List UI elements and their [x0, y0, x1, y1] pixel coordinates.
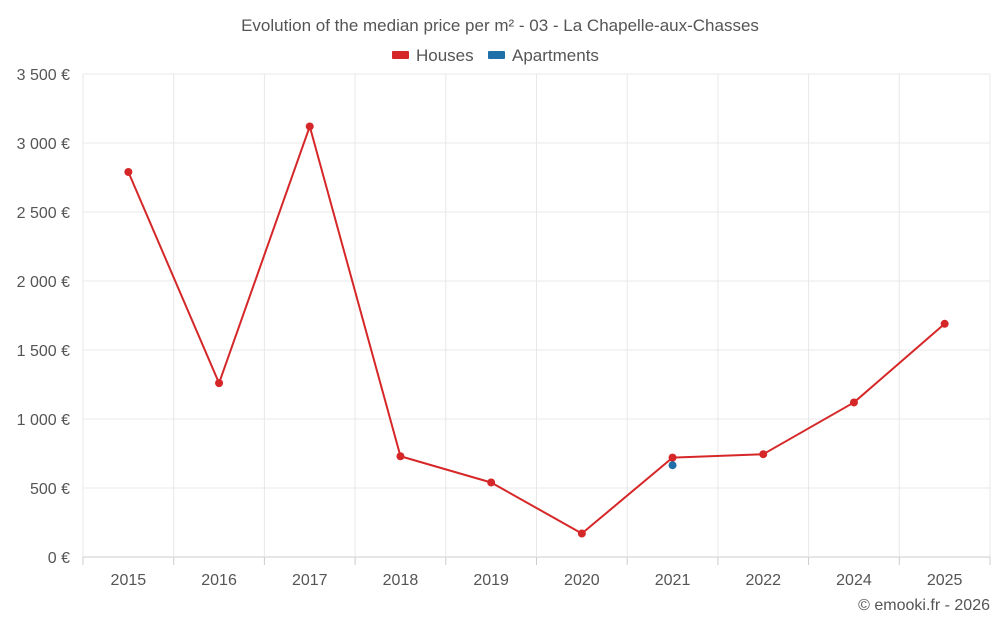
y-tick-label: 3 000 €	[17, 136, 70, 153]
data-point-houses[interactable]	[305, 122, 314, 131]
data-point-houses[interactable]	[124, 167, 133, 176]
x-axis-ticks: 2015 2016 2017 2018 2019 2020 2021 2022 2024 2025	[111, 572, 963, 589]
data-point-houses[interactable]	[577, 529, 586, 538]
legend-label-apartments[interactable]: Apartments	[512, 46, 599, 65]
data-point-houses[interactable]	[487, 478, 496, 487]
y-tick-label: 0 €	[48, 550, 70, 567]
y-tick-label: 500 €	[30, 481, 70, 498]
credit-text: © emooki.fr - 2026	[858, 597, 990, 614]
legend-label-houses[interactable]: Houses	[416, 46, 474, 65]
data-point-houses[interactable]	[668, 453, 677, 462]
grid	[82, 73, 991, 565]
x-tick-label: 2021	[655, 572, 691, 589]
x-tick-label: 2024	[836, 572, 872, 589]
chart-title: Evolution of the median price per m² - 0…	[241, 16, 759, 35]
data-point-apartments[interactable]	[668, 461, 677, 470]
x-tick-label: 2019	[473, 572, 509, 589]
x-tick-label: 2025	[927, 572, 963, 589]
x-tick-label: 2017	[292, 572, 328, 589]
x-tick-label: 2018	[383, 572, 419, 589]
y-tick-label: 2 000 €	[17, 274, 70, 291]
data-point-houses[interactable]	[215, 379, 224, 388]
data-point-houses[interactable]	[849, 398, 858, 407]
legend: Houses Apartments	[392, 46, 599, 65]
data-point-houses[interactable]	[940, 319, 949, 328]
y-tick-label: 2 500 €	[17, 205, 70, 222]
data-point-houses[interactable]	[759, 450, 768, 459]
x-tick-label: 2020	[564, 572, 600, 589]
x-tick-label: 2022	[745, 572, 781, 589]
series-line-houses	[127, 125, 946, 535]
y-tick-label: 1 000 €	[17, 412, 70, 429]
x-tick-label: 2015	[111, 572, 147, 589]
legend-swatch-apartments	[488, 51, 505, 59]
y-axis-ticks: 0 € 500 € 1 000 € 1 500 € 2 000 € 2 500 € 3 00…	[17, 67, 70, 567]
legend-swatch-houses	[392, 51, 409, 59]
y-tick-label: 3 500 €	[17, 67, 70, 84]
series	[124, 122, 949, 538]
x-tick-label: 2016	[201, 572, 237, 589]
data-point-houses[interactable]	[396, 452, 405, 461]
y-tick-label: 1 500 €	[17, 343, 70, 360]
